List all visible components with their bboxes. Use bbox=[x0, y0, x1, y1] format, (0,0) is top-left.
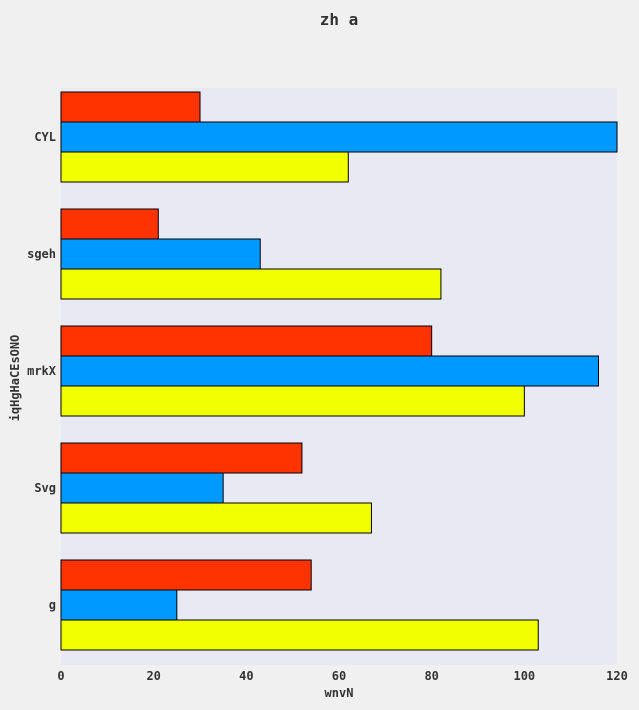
bar-sgeh-series-1 bbox=[61, 209, 158, 239]
y-tick-labels: CYL sgeh mrkX Svg g bbox=[27, 130, 57, 612]
bar-g-series-2 bbox=[61, 590, 177, 620]
x-tick-label: 120 bbox=[606, 669, 628, 683]
chart-title: zh a bbox=[320, 10, 359, 29]
bar-sgeh-series-2 bbox=[61, 239, 260, 269]
bar-mrkX-series-2 bbox=[61, 356, 598, 386]
y-tick-label: g bbox=[49, 598, 56, 612]
bar-CYL-series-3 bbox=[61, 152, 348, 182]
y-tick-label: mrkX bbox=[27, 364, 57, 378]
bar-g-series-3 bbox=[61, 620, 538, 650]
x-tick-label: 60 bbox=[332, 669, 346, 683]
x-axis-label: wnvN bbox=[325, 686, 354, 700]
y-tick-label: Svg bbox=[34, 481, 56, 495]
y-tick-label: sgeh bbox=[27, 247, 56, 261]
bar-mrkX-series-3 bbox=[61, 386, 524, 416]
bar-Svg-series-2 bbox=[61, 473, 223, 503]
bar-Svg-series-1 bbox=[61, 443, 302, 473]
x-tick-label: 0 bbox=[57, 669, 64, 683]
x-tick-label: 40 bbox=[239, 669, 253, 683]
bar-CYL-series-2 bbox=[61, 122, 617, 152]
bar-g-series-1 bbox=[61, 560, 311, 590]
y-axis-label: iqHgHaCEsONO bbox=[8, 335, 22, 422]
x-tick-label: 100 bbox=[513, 669, 535, 683]
bar-sgeh-series-3 bbox=[61, 269, 441, 299]
x-tick-label: 80 bbox=[424, 669, 438, 683]
bar-CYL-series-1 bbox=[61, 92, 200, 122]
y-tick-label: CYL bbox=[34, 130, 56, 144]
bar-Svg-series-3 bbox=[61, 503, 371, 533]
x-tick-labels: 0 20 40 60 80 100 120 bbox=[57, 669, 627, 683]
bar-mrkX-series-1 bbox=[61, 326, 432, 356]
x-tick-label: 20 bbox=[146, 669, 160, 683]
